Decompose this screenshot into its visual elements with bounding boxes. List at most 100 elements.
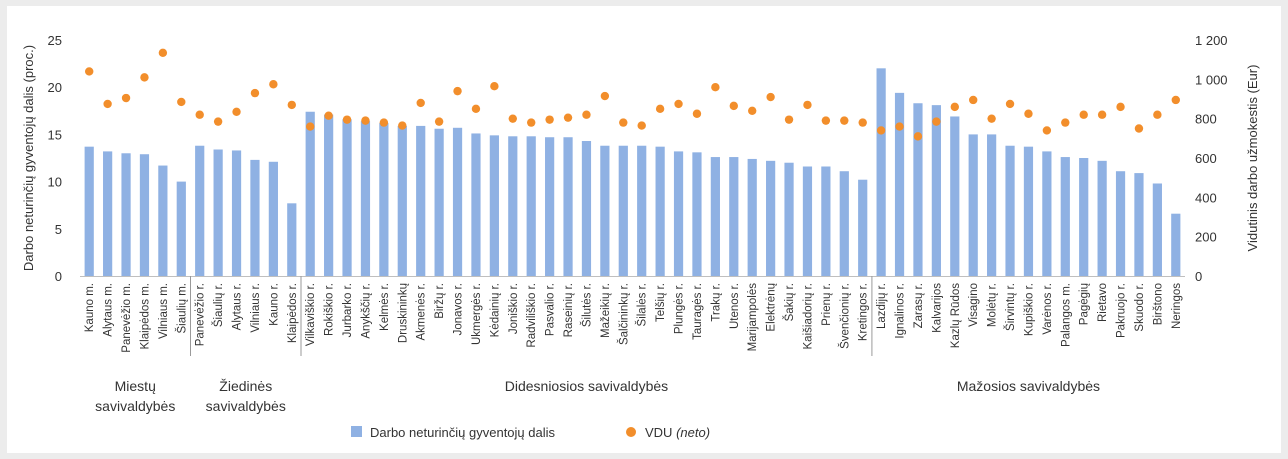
x-tick-label: Radviliškio r. (526, 283, 538, 348)
data-point (398, 121, 407, 130)
data-point (1097, 110, 1107, 119)
bar (1023, 146, 1034, 276)
group-label: Miestų (115, 378, 156, 394)
x-tick-label: Varėnos r. (1042, 283, 1054, 335)
x-tick-label: Šalčininkų r. (617, 283, 630, 345)
y-right-tick-label: 1 000 (1195, 72, 1228, 87)
x-tick-label: Vilniaus m. (158, 283, 170, 339)
data-point (674, 99, 683, 109)
y-left-tick-label: 10 (48, 175, 62, 190)
bar (563, 137, 573, 276)
data-point (1005, 99, 1015, 109)
y-left-tick-label: 15 (48, 127, 62, 142)
bar (1097, 160, 1107, 276)
x-tick-label: Trakų r. (710, 283, 722, 322)
data-point (361, 116, 370, 125)
y-right-tick-label: 200 (1195, 230, 1217, 245)
bar (526, 136, 536, 276)
data-point (213, 117, 223, 126)
data-point (1024, 109, 1033, 118)
data-point (913, 132, 923, 141)
bar (471, 133, 481, 276)
data-point (195, 110, 204, 119)
bar (931, 105, 941, 276)
x-tick-label: Kaišiadorių r. (802, 283, 814, 349)
x-tick-label: Šilutės r. (580, 283, 593, 327)
x-tick-label: Molėtų r. (987, 283, 999, 327)
x-tick-label: Vilniaus r. (250, 283, 262, 333)
data-point (969, 95, 978, 105)
bar (84, 146, 94, 276)
data-point (711, 83, 720, 92)
x-tick-label: Akmenės r. (416, 283, 428, 341)
bar (784, 162, 794, 276)
bar (103, 151, 113, 276)
data-point (306, 122, 315, 131)
x-tick-label: Kretingos r. (858, 283, 870, 341)
data-point (287, 100, 296, 110)
bar (397, 125, 407, 277)
bar (600, 145, 610, 276)
x-tick-label: Rietavo (1097, 283, 1109, 322)
bar (987, 134, 997, 276)
bar (176, 181, 186, 276)
legend-bar-label: Darbo neturinčių gyventojų dalis (370, 425, 555, 440)
combo-chart: 0 5 10 15 20 25 0 200 400 600 800 1 000 1 200 Darbo n… (21, 33, 1260, 440)
data-point (803, 100, 812, 110)
data-point (876, 126, 886, 135)
x-tick-label: Kauno m. (84, 283, 96, 332)
bar (766, 160, 776, 276)
x-tick-label: Klaipėdos m. (139, 283, 151, 349)
x-tick-label: Druskininkų (397, 283, 409, 343)
bar (545, 137, 555, 276)
data-point (840, 116, 849, 125)
bar (1079, 158, 1089, 276)
data-point (950, 102, 959, 112)
x-tick-label: Neringos (1171, 283, 1183, 329)
x-tick-label: Tauragės r. (692, 283, 704, 340)
x-tick-label: Kėdainių r. (489, 283, 501, 337)
y-right-axis-title: Vidutinis darbo užmokestis (Eur) (1245, 65, 1260, 252)
bar (637, 145, 647, 276)
bar (379, 123, 389, 277)
group-label: Žiedinės (219, 378, 272, 394)
data-point (342, 115, 352, 124)
bar (434, 128, 444, 276)
data-point (232, 107, 241, 116)
x-tick-label: Klaipėdos r. (287, 283, 299, 343)
y-right-tick-label: 1 200 (1195, 33, 1228, 48)
bar (213, 149, 223, 276)
bar (913, 103, 923, 276)
data-point (379, 118, 389, 127)
data-point (1116, 102, 1125, 112)
x-tick-label: Jurbarko r. (342, 283, 354, 337)
bar (581, 141, 592, 276)
data-point (471, 104, 481, 114)
x-tick-label: Telšių r. (655, 283, 667, 322)
data-point (269, 80, 278, 89)
bar (287, 203, 297, 276)
bar (324, 114, 334, 277)
bar (250, 159, 260, 276)
bar (710, 157, 720, 276)
group-label: savivaldybės (95, 398, 175, 414)
bar (158, 165, 168, 276)
x-tick-label: Kupiškio r. (1023, 283, 1035, 336)
bar (489, 135, 499, 276)
x-tick-label: Ukmergės r. (471, 283, 483, 345)
data-point (582, 110, 591, 119)
x-tick-label: Pasvalio r. (545, 283, 557, 336)
bar (839, 171, 849, 276)
bar (231, 150, 242, 276)
x-tick-label: Kalvarijos (931, 283, 943, 333)
x-tick-label: Anykščių r. (360, 283, 372, 339)
bar (618, 145, 628, 276)
data-point (1153, 110, 1162, 119)
data-point (1079, 110, 1088, 119)
bar (508, 136, 518, 276)
bar (692, 152, 702, 276)
bar (673, 151, 684, 276)
data-point (932, 117, 941, 126)
data-point (729, 101, 738, 111)
bar (121, 153, 131, 276)
